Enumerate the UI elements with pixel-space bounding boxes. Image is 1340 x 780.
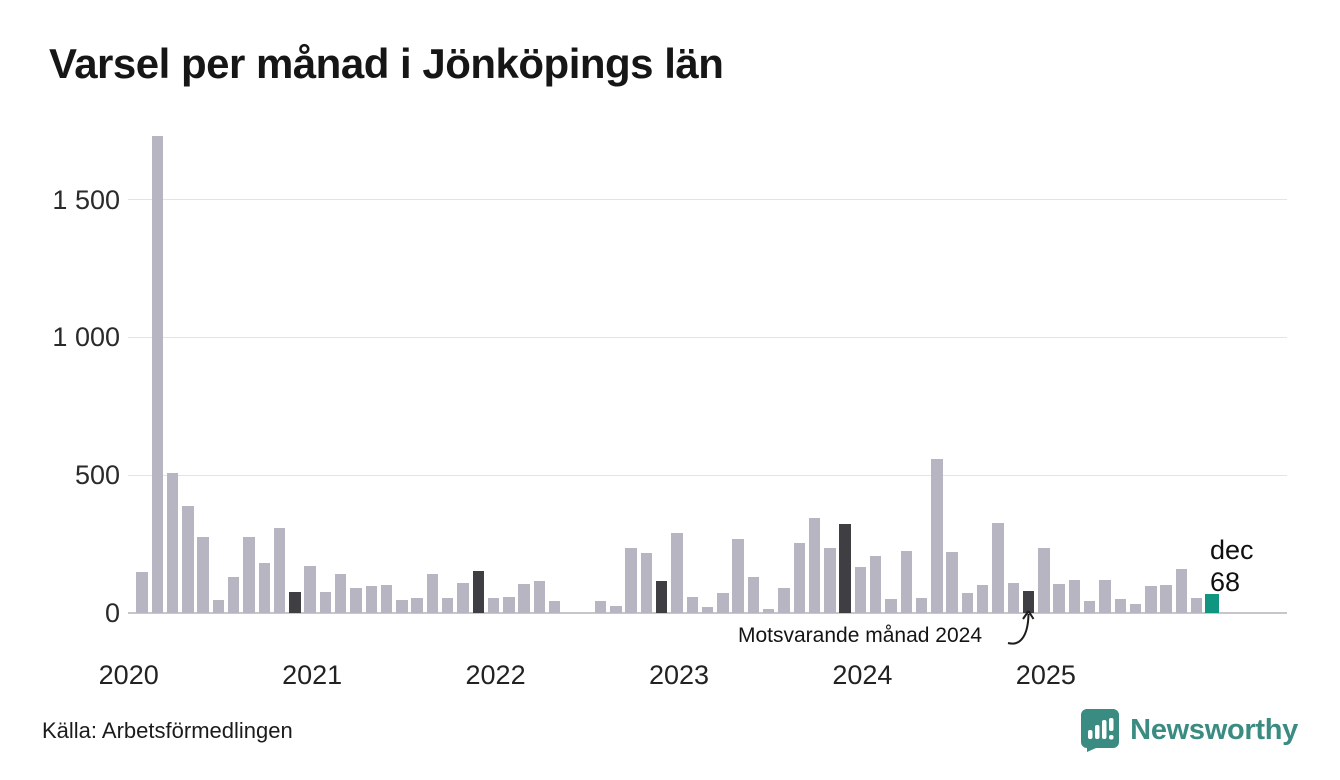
- bar-2023-04: [717, 593, 729, 613]
- bar-2022-01: [487, 597, 500, 613]
- x-axis-line: [128, 612, 1287, 614]
- bar-2024-09: [976, 584, 989, 613]
- bar-2020-03: [151, 135, 164, 613]
- bar-2024-11: [1007, 582, 1020, 613]
- bar-2020-09: [243, 536, 255, 613]
- bar-2020-06: [197, 537, 209, 613]
- newsworthy-logo-text: Newsworthy: [1130, 713, 1298, 746]
- bar-2025-03: [1068, 579, 1081, 613]
- bar-2021-02: [319, 591, 332, 613]
- last-value-label: dec 68: [1210, 534, 1254, 598]
- bar-2024-10: [992, 522, 1004, 613]
- bar-2021-07: [396, 600, 408, 613]
- bar-2022-12: [655, 581, 668, 613]
- bar-2024-04: [900, 550, 913, 613]
- bar-2023-12: [839, 524, 851, 613]
- bar-2023-03: [701, 607, 714, 613]
- bar-2020-12: [289, 591, 301, 613]
- y-tick-label: 1 500: [52, 184, 120, 215]
- bar-2024-08: [961, 592, 974, 613]
- bar-2023-07: [762, 609, 775, 613]
- last-value-month: dec: [1210, 535, 1254, 565]
- x-year-label-2022: 2022: [465, 660, 526, 690]
- bar-2025-06: [1114, 599, 1127, 613]
- bar-2022-04: [533, 580, 546, 613]
- bar-2025-09: [1160, 584, 1172, 613]
- bar-2021-04: [350, 587, 362, 613]
- bar-2024-12: [1022, 590, 1035, 613]
- bar-2025-10: [1175, 568, 1188, 613]
- bar-2020-04: [166, 472, 179, 613]
- bar-2024-05: [915, 597, 928, 613]
- bar-2023-06: [747, 576, 760, 613]
- bar-2023-11: [824, 547, 836, 613]
- bar-2020-05: [182, 505, 194, 613]
- x-year-label-2020: 2020: [98, 660, 159, 690]
- bar-2022-09: [610, 606, 622, 613]
- bar-2024-01: [854, 566, 867, 613]
- bar-2021-12: [472, 570, 485, 613]
- y-tick-label: 500: [74, 460, 120, 491]
- bar-2021-01: [304, 565, 316, 613]
- bar-2024-03: [885, 599, 897, 613]
- bar-2021-11: [457, 583, 469, 613]
- bar-2021-06: [380, 584, 393, 613]
- bar-2025-07: [1129, 604, 1142, 613]
- bar-2025-01: [1038, 548, 1050, 613]
- gridline: [128, 474, 1287, 476]
- bar-2022-02: [503, 596, 515, 613]
- bar-2024-07: [946, 551, 958, 613]
- bar-2022-08: [594, 600, 607, 613]
- bar-2023-05: [732, 539, 744, 613]
- bar-2022-03: [518, 584, 530, 613]
- gridline: [128, 336, 1287, 339]
- y-tick-label: 1 000: [52, 322, 120, 353]
- x-year-label-2024: 2024: [832, 660, 893, 690]
- annotation-text: Motsvarande månad 2024: [738, 624, 982, 647]
- bar-2021-09: [426, 574, 439, 613]
- bar-2025-08: [1145, 585, 1157, 613]
- bar-2020-08: [227, 577, 240, 613]
- bar-2021-05: [365, 586, 378, 613]
- bar-2023-09: [793, 542, 806, 613]
- bar-2022-11: [640, 552, 653, 613]
- bar-2022-10: [625, 547, 637, 613]
- y-tick-label: 0: [104, 598, 120, 628]
- bar-2023-01: [671, 533, 683, 613]
- bar-2020-02: [136, 571, 148, 613]
- bar-2025-05: [1099, 579, 1111, 613]
- x-year-label-2023: 2023: [648, 660, 710, 690]
- bar-2024-02: [869, 555, 882, 613]
- bar-2025-04: [1083, 600, 1096, 613]
- source-note: Källa: Arbetsförmedlingen: [42, 718, 293, 743]
- bar-2021-10: [441, 597, 454, 613]
- bar-2020-07: [212, 600, 225, 613]
- chart-title: Varsel per månad i Jönköpings län: [49, 40, 724, 87]
- x-year-label-2021: 2021: [282, 660, 343, 690]
- gridline: [128, 198, 1287, 201]
- bar-2025-11: [1190, 598, 1203, 613]
- bar-2021-03: [334, 573, 347, 613]
- newsworthy-logo-icon: [1081, 709, 1120, 752]
- last-value-number: 68: [1210, 567, 1241, 597]
- bar-2023-08: [778, 587, 790, 613]
- bar-2021-08: [411, 597, 423, 613]
- newsworthy-logo[interactable]: Newsworthy: [1079, 708, 1298, 752]
- bar-2023-10: [808, 518, 821, 613]
- bar-2023-02: [686, 597, 699, 613]
- bar-2022-05: [548, 600, 561, 613]
- annotation-arrow-icon: [1007, 610, 1035, 645]
- bar-2024-06: [931, 459, 943, 613]
- x-year-label-2025: 2025: [1015, 660, 1076, 690]
- bar-2020-11: [273, 527, 286, 613]
- bar-2025-02: [1053, 584, 1065, 613]
- bar-2020-10: [258, 562, 271, 613]
- bar-2025-12: [1205, 594, 1219, 613]
